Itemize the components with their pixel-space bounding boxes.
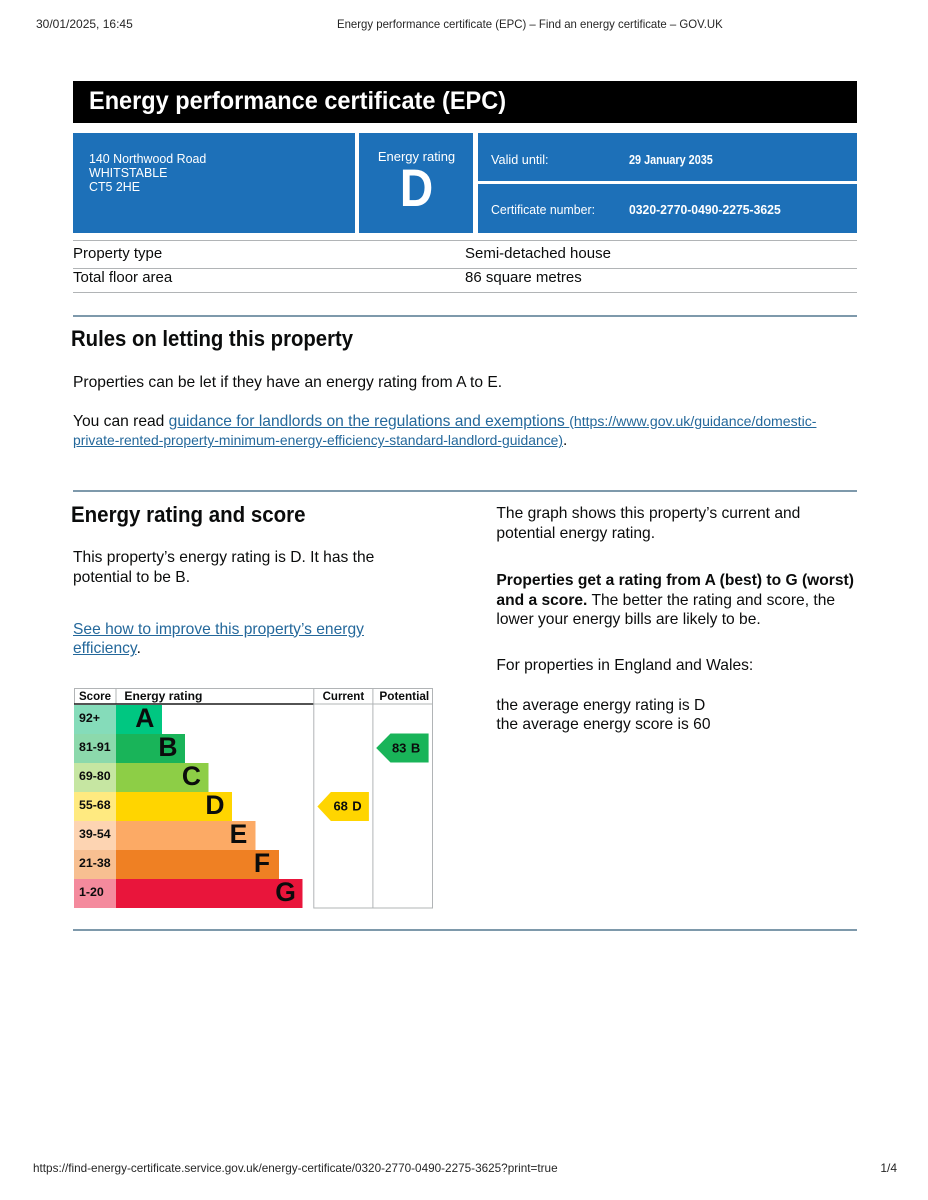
svg-text:D: D xyxy=(205,790,224,820)
svg-text:B: B xyxy=(158,732,177,762)
svg-text:69-80: 69-80 xyxy=(79,769,111,783)
svg-text:Energy rating: Energy rating xyxy=(124,689,202,703)
svg-text:39-54: 39-54 xyxy=(79,827,111,841)
svg-text:G: G xyxy=(275,877,296,907)
svg-text:C: C xyxy=(181,761,200,791)
svg-text:68: 68 xyxy=(333,799,347,814)
svg-text:92+: 92+ xyxy=(79,711,100,725)
svg-text:83: 83 xyxy=(391,741,405,756)
svg-text:81-91: 81-91 xyxy=(79,740,111,754)
svg-text:Score: Score xyxy=(79,691,111,703)
svg-text:Current: Current xyxy=(322,691,364,703)
svg-text:B: B xyxy=(410,741,419,756)
svg-text:1-20: 1-20 xyxy=(79,885,104,899)
svg-text:F: F xyxy=(253,848,269,878)
svg-text:55-68: 55-68 xyxy=(79,798,111,812)
svg-text:A: A xyxy=(135,703,154,733)
svg-text:E: E xyxy=(229,819,247,849)
svg-text:Potential: Potential xyxy=(379,689,429,703)
svg-text:21-38: 21-38 xyxy=(79,856,111,870)
svg-text:D: D xyxy=(352,799,361,814)
